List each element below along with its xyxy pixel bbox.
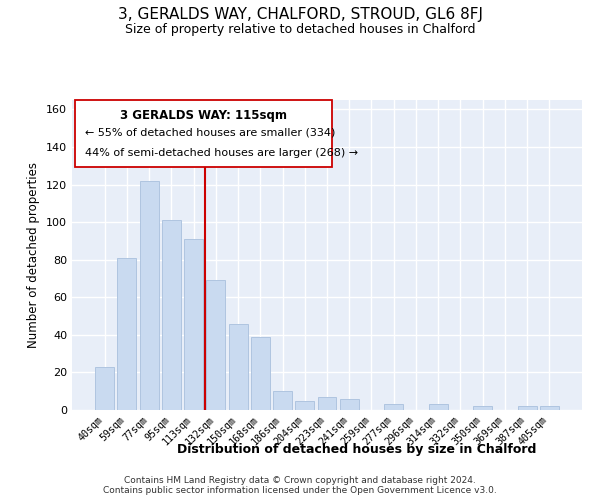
Bar [184, 239, 203, 410]
Text: Size of property relative to detached houses in Chalford: Size of property relative to detached ho… [125, 22, 475, 36]
Bar [229, 324, 248, 410]
Bar [206, 280, 225, 410]
Bar [95, 367, 114, 410]
Y-axis label: Number of detached properties: Number of detached properties [28, 162, 40, 348]
Text: 3 GERALDS WAY: 115sqm: 3 GERALDS WAY: 115sqm [120, 110, 287, 122]
Bar [518, 406, 536, 410]
Bar [162, 220, 181, 410]
Text: 44% of semi-detached houses are larger (268) →: 44% of semi-detached houses are larger (… [85, 148, 358, 158]
Bar [317, 397, 337, 410]
Bar [540, 406, 559, 410]
Bar [140, 181, 158, 410]
Text: Contains public sector information licensed under the Open Government Licence v3: Contains public sector information licen… [103, 486, 497, 495]
Bar [273, 391, 292, 410]
Bar [118, 258, 136, 410]
Text: 3, GERALDS WAY, CHALFORD, STROUD, GL6 8FJ: 3, GERALDS WAY, CHALFORD, STROUD, GL6 8F… [118, 8, 482, 22]
Bar [429, 404, 448, 410]
Bar [384, 404, 403, 410]
Text: Contains HM Land Registry data © Crown copyright and database right 2024.: Contains HM Land Registry data © Crown c… [124, 476, 476, 485]
FancyBboxPatch shape [74, 100, 332, 166]
Bar [473, 406, 492, 410]
Text: Distribution of detached houses by size in Chalford: Distribution of detached houses by size … [178, 442, 536, 456]
Text: ← 55% of detached houses are smaller (334): ← 55% of detached houses are smaller (33… [85, 128, 335, 138]
Bar [340, 398, 359, 410]
Bar [251, 336, 270, 410]
Bar [295, 400, 314, 410]
